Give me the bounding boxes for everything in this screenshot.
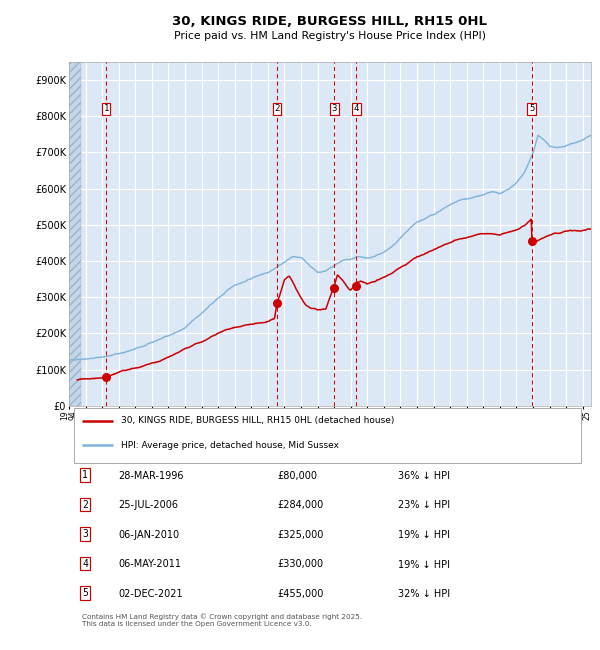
Text: £284,000: £284,000 bbox=[278, 500, 324, 510]
Text: 28-MAR-1996: 28-MAR-1996 bbox=[119, 471, 184, 481]
Text: 06-JAN-2010: 06-JAN-2010 bbox=[119, 530, 180, 540]
Text: 3: 3 bbox=[332, 105, 337, 113]
Text: Price paid vs. HM Land Registry's House Price Index (HPI): Price paid vs. HM Land Registry's House … bbox=[174, 31, 486, 41]
Text: £330,000: £330,000 bbox=[278, 560, 324, 569]
Text: 3: 3 bbox=[82, 529, 88, 539]
Text: 36% ↓ HPI: 36% ↓ HPI bbox=[398, 471, 450, 481]
Text: 1: 1 bbox=[82, 470, 88, 480]
Text: 19% ↓ HPI: 19% ↓ HPI bbox=[398, 530, 450, 540]
Text: 5: 5 bbox=[529, 105, 535, 113]
Text: 25-JUL-2006: 25-JUL-2006 bbox=[119, 500, 179, 510]
Text: 02-DEC-2021: 02-DEC-2021 bbox=[119, 589, 183, 599]
Text: £80,000: £80,000 bbox=[278, 471, 318, 481]
Text: 5: 5 bbox=[82, 588, 88, 598]
Text: 4: 4 bbox=[353, 105, 359, 113]
Text: 19% ↓ HPI: 19% ↓ HPI bbox=[398, 560, 450, 569]
FancyBboxPatch shape bbox=[74, 408, 581, 463]
Text: 23% ↓ HPI: 23% ↓ HPI bbox=[398, 500, 450, 510]
Text: 30, KINGS RIDE, BURGESS HILL, RH15 0HL (detached house): 30, KINGS RIDE, BURGESS HILL, RH15 0HL (… bbox=[121, 416, 395, 425]
Text: £455,000: £455,000 bbox=[278, 589, 324, 599]
Text: 2: 2 bbox=[82, 500, 88, 510]
Text: £325,000: £325,000 bbox=[278, 530, 324, 540]
Text: Contains HM Land Registry data © Crown copyright and database right 2025.
This d: Contains HM Land Registry data © Crown c… bbox=[82, 614, 362, 627]
Text: 06-MAY-2011: 06-MAY-2011 bbox=[119, 560, 182, 569]
Text: 4: 4 bbox=[82, 558, 88, 569]
Text: 2: 2 bbox=[274, 105, 280, 113]
Text: HPI: Average price, detached house, Mid Sussex: HPI: Average price, detached house, Mid … bbox=[121, 441, 339, 450]
Text: 30, KINGS RIDE, BURGESS HILL, RH15 0HL: 30, KINGS RIDE, BURGESS HILL, RH15 0HL bbox=[173, 15, 487, 28]
Text: 1: 1 bbox=[103, 105, 109, 113]
Text: 32% ↓ HPI: 32% ↓ HPI bbox=[398, 589, 450, 599]
